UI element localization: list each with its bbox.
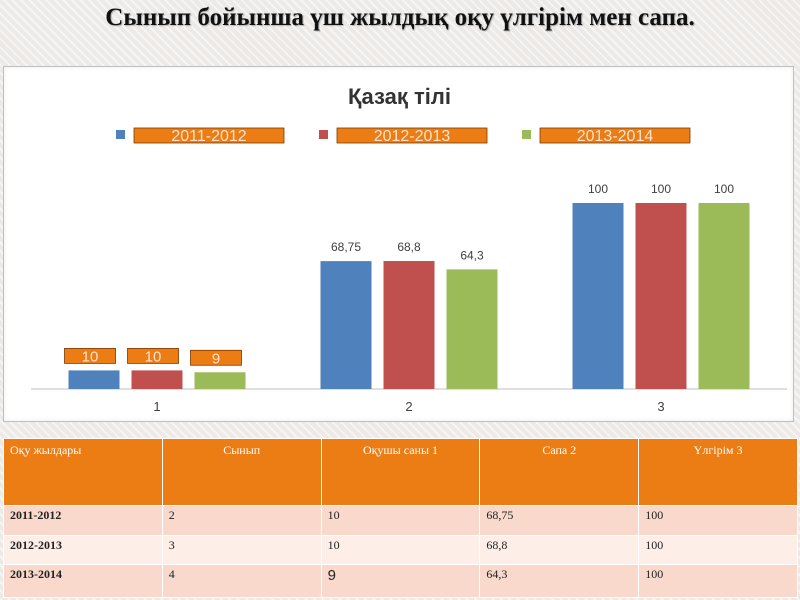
legend-label: 2013-2014	[577, 128, 654, 145]
data-label-box	[64, 347, 116, 364]
data-label: 100	[588, 182, 608, 196]
data-label: 10	[82, 348, 99, 365]
table-cell: 3	[161, 534, 322, 566]
data-label: 100	[651, 182, 671, 196]
data-label-box	[190, 349, 242, 366]
table-header-cell: Оқушы саны 1	[320, 438, 481, 506]
data-label: 68,8	[397, 240, 421, 254]
table-cell: 2011-2012	[3, 505, 163, 536]
chart-title: Қазақ тілі	[348, 84, 451, 109]
table-row: 2013-2014 4 9 64,3 100	[3, 564, 798, 598]
table-cell: 100	[638, 564, 798, 598]
bar	[194, 372, 246, 389]
table-cell: 100	[638, 534, 798, 566]
x-tick-label: 2	[405, 399, 412, 414]
table-header-cell: Сынып	[161, 438, 322, 506]
chart-area: Қазақ тілі 2011-2012 2012-2013 2013-2014 10 1…	[3, 66, 794, 422]
legend-label: 2012-2013	[374, 128, 451, 145]
x-tick-label: 3	[657, 399, 664, 414]
table-cell: 68,75	[479, 505, 640, 536]
legend-label-box	[539, 127, 691, 144]
data-label: 100	[714, 182, 734, 196]
table-cell: 10	[320, 534, 481, 566]
table-header-cell: Үлгірім 3	[638, 438, 798, 506]
table-row: 2011-2012 2 10 68,75 100	[3, 505, 798, 536]
bar	[635, 203, 687, 389]
legend-swatch	[116, 130, 125, 139]
data-label: 9	[212, 350, 220, 367]
legend-swatch	[319, 130, 328, 139]
legend-label-box	[336, 127, 488, 144]
table-cell: 2013-2014	[3, 564, 163, 598]
legend-label-box	[133, 127, 285, 144]
table-cell: 9	[320, 564, 481, 598]
table-row: 2012-2013 3 10 68,8 100	[3, 534, 798, 566]
data-label: 10	[145, 348, 162, 365]
bar	[446, 269, 498, 389]
data-table: Оқу жылдары Сынып Оқушы саны 1 Сапа 2 Үл…	[3, 438, 798, 598]
table-cell: 100	[638, 505, 798, 536]
table-cell: 2	[161, 505, 322, 536]
table-header-cell: Оқу жылдары	[3, 438, 163, 506]
legend-label: 2011-2012	[171, 128, 246, 145]
table-header-cell: Сапа 2	[479, 438, 640, 506]
table-cell: 68,8	[479, 534, 640, 566]
bar	[698, 203, 750, 389]
bar	[320, 261, 372, 389]
data-label: 64,3	[460, 248, 484, 262]
bar	[572, 203, 624, 389]
table-header-row: Оқу жылдары Сынып Оқушы саны 1 Сапа 2 Үл…	[3, 438, 798, 506]
x-tick-label: 1	[153, 399, 160, 414]
table-cell: 10	[320, 505, 481, 536]
table-cell: 2012-2013	[3, 534, 163, 566]
table-cell: 4	[161, 564, 322, 598]
data-label-box	[127, 347, 179, 364]
slide-title: Сынып бойынша үш жылдық оқу үлгірім мен …	[105, 4, 695, 31]
data-label: 68,75	[331, 240, 361, 254]
bar-chart: Қазақ тілі 2011-2012 2012-2013 2013-2014 10 1…	[31, 84, 787, 414]
bar	[383, 261, 435, 389]
legend-swatch	[522, 130, 531, 139]
bar	[131, 370, 183, 389]
table-cell: 64,3	[479, 564, 640, 598]
bar	[68, 370, 120, 389]
